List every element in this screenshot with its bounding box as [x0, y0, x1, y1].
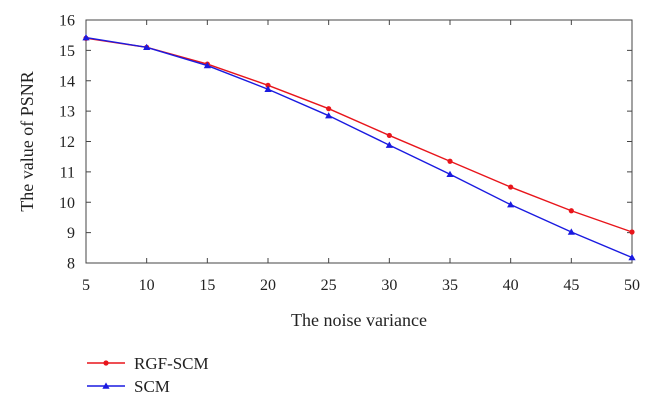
series-0: [83, 35, 635, 235]
x-tick-label: 45: [563, 277, 579, 294]
y-tick-label: 11: [60, 164, 75, 181]
series-line: [85, 37, 633, 233]
y-tick-label: 15: [59, 43, 75, 60]
x-tick-label: 5: [82, 277, 90, 294]
data-point: [567, 228, 575, 235]
data-point: [265, 82, 271, 88]
data-point: [507, 201, 515, 208]
data-point: [629, 229, 635, 235]
x-tick-label: 25: [321, 277, 337, 294]
data-point: [447, 158, 453, 164]
data-point: [568, 208, 574, 214]
y-axis-ticks: 8 9 10 11 12 13 14 15 16: [59, 13, 632, 273]
data-point: [326, 106, 332, 112]
legend-marker: [102, 382, 110, 389]
legend-item: RGF-SCM: [87, 354, 209, 373]
y-tick-label: 9: [67, 225, 75, 242]
y-tick-label: 16: [59, 13, 75, 30]
y-axis-title: The value of PSNR: [17, 71, 37, 211]
x-tick-label: 20: [260, 277, 276, 294]
x-axis-ticks: 5 10 15 20 25 30 35 40 45 50: [82, 20, 640, 294]
data-point: [385, 141, 393, 148]
y-tick-label: 14: [59, 73, 75, 90]
x-tick-label: 10: [139, 277, 155, 294]
data-point: [446, 170, 454, 178]
y-tick-label: 12: [59, 134, 75, 151]
series-1: [82, 34, 636, 261]
legend: RGF-SCM SCM: [87, 354, 209, 396]
x-tick-label: 40: [503, 277, 519, 294]
series-line: [85, 36, 633, 259]
legend-item: SCM: [87, 377, 170, 396]
data-point: [264, 85, 272, 92]
data-point: [82, 34, 90, 41]
legend-marker: [103, 360, 109, 366]
x-tick-label: 30: [381, 277, 397, 294]
y-tick-label: 10: [59, 195, 75, 212]
x-tick-label: 50: [624, 277, 640, 294]
series-layer: [82, 34, 636, 261]
data-point: [143, 43, 151, 51]
data-point: [628, 253, 636, 261]
data-point: [508, 184, 514, 190]
data-point: [203, 61, 211, 69]
legend-label: SCM: [134, 377, 170, 396]
data-point: [325, 112, 333, 119]
x-axis-title: The noise variance: [291, 310, 427, 330]
legend-label: RGF-SCM: [134, 354, 209, 373]
x-tick-label: 35: [442, 277, 458, 294]
y-tick-label: 13: [59, 104, 75, 121]
plot-frame: [85, 19, 633, 264]
x-tick-label: 15: [199, 277, 215, 294]
data-point: [386, 132, 392, 139]
y-tick-label: 8: [67, 256, 75, 273]
